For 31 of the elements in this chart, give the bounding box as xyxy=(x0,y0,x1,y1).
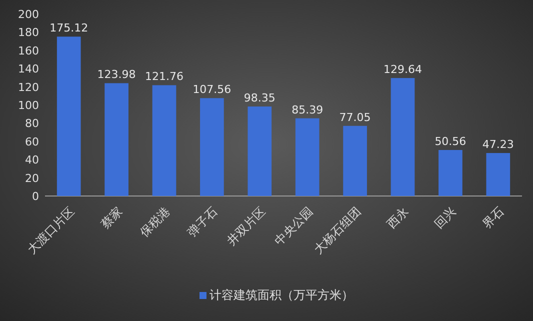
data-label: 77.05 xyxy=(339,110,371,124)
data-label: 107.56 xyxy=(192,83,232,96)
x-tick-label: 保税港 xyxy=(137,204,173,240)
data-label: 175.12 xyxy=(50,22,88,35)
x-tick-label: 弹子石 xyxy=(184,204,220,240)
y-tick-label: 160 xyxy=(18,44,39,58)
x-tick-label: 界石 xyxy=(480,204,506,232)
data-label: 98.35 xyxy=(244,92,276,104)
y-tick-label: 200 xyxy=(18,8,39,21)
x-tick-label: 西永 xyxy=(384,204,412,232)
y-tick-label: 20 xyxy=(25,172,39,185)
y-tick-label: 120 xyxy=(18,80,39,94)
data-label: 47.23 xyxy=(482,138,514,152)
y-tick-label: 180 xyxy=(18,26,39,40)
x-tick-label: 大渡口片区 xyxy=(24,204,78,257)
y-tick-label: 60 xyxy=(25,135,39,148)
y-tick-label: 40 xyxy=(25,154,39,167)
legend-label: 计容建筑面积（万平方米） xyxy=(210,288,354,302)
x-tick-label: 中央公园 xyxy=(272,204,316,248)
y-tick-label: 140 xyxy=(18,62,39,76)
data-label: 50.56 xyxy=(434,134,466,148)
data-label: 129.64 xyxy=(384,63,422,76)
data-label: 85.39 xyxy=(292,103,324,116)
data-label: 123.98 xyxy=(97,68,136,82)
data-label: 121.76 xyxy=(145,70,184,84)
y-tick-label: 100 xyxy=(18,99,39,112)
x-tick-label: 井双片区 xyxy=(224,204,268,248)
y-tick-label: 80 xyxy=(25,117,39,130)
y-tick-label: 0 xyxy=(32,190,39,203)
x-tick-label: 回兴 xyxy=(432,204,459,232)
x-tick-label: 蔡家 xyxy=(98,204,125,232)
